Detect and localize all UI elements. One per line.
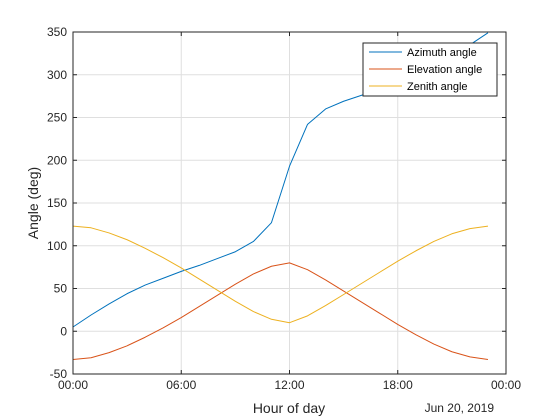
legend-label-3: Zenith angle (407, 81, 468, 93)
y-tick-label: 50 (54, 282, 68, 296)
legend-label-1: Azimuth angle (407, 47, 477, 59)
x-tick-label: 00:00 (58, 378, 88, 392)
y-tick-label: 100 (47, 239, 67, 253)
series-line-3 (72, 225, 489, 324)
y-tick-label: 250 (47, 111, 67, 125)
x-tick-label: 00:00 (491, 378, 521, 392)
y-tick-label: 300 (47, 68, 67, 82)
y-tick-label: 350 (47, 25, 67, 39)
legend-label-2: Elevation angle (407, 64, 482, 76)
y-tick-label: 150 (47, 196, 67, 210)
series-line-2 (72, 262, 489, 360)
x-tick-label: 18:00 (383, 378, 413, 392)
y-tick-label: 200 (47, 153, 67, 167)
x-tick-label: 12:00 (274, 378, 304, 392)
legend: Azimuth angle Elevation angle Zenith angle (362, 42, 498, 97)
y-tick-label: 0 (60, 324, 67, 338)
axis-ticks: -50 0 50 100 150 200 250 300 350 00:00 06:00 12:00 1… (47, 25, 521, 392)
y-tick-label: -50 (50, 367, 68, 381)
x-tick-label: 06:00 (166, 378, 196, 392)
y-axis-title: Angle (deg) (25, 167, 41, 239)
legend-entries: Azimuth angle Elevation angle Zenith angle (369, 47, 482, 93)
x-axis-date-label: Jun 20, 2019 (425, 401, 495, 415)
x-axis-title: Hour of day (253, 400, 325, 416)
